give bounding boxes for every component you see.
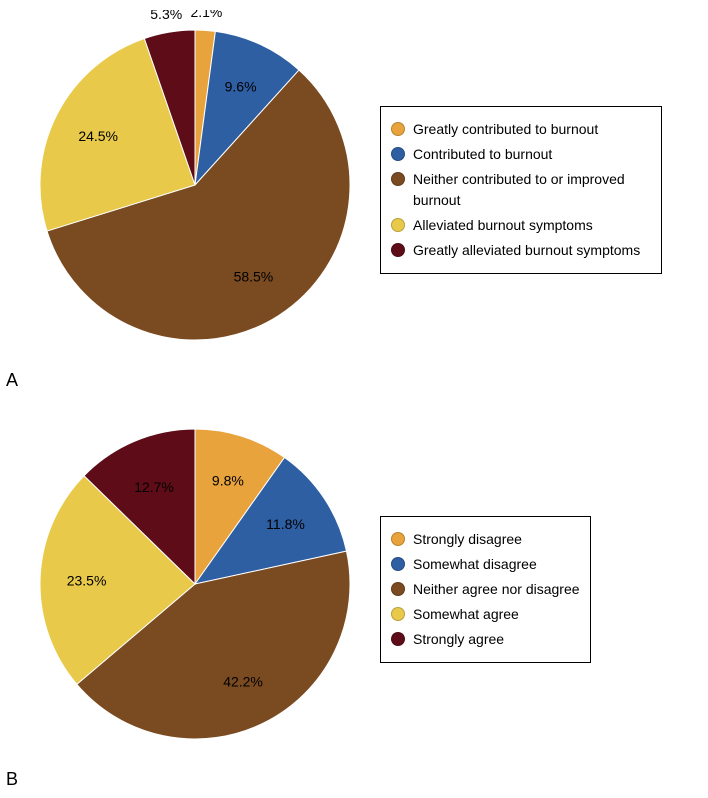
legend-swatch xyxy=(391,218,405,232)
slice-pct-label: 12.7% xyxy=(134,479,174,495)
legend-item: Greatly alleviated burnout symptoms xyxy=(391,240,651,261)
legend-label: Greatly contributed to burnout xyxy=(413,119,651,140)
legend-label: Neither agree nor disagree xyxy=(413,579,580,600)
legend-item: Somewhat disagree xyxy=(391,554,580,575)
legend-label: Somewhat agree xyxy=(413,604,580,625)
legend-swatch xyxy=(391,122,405,136)
legend-swatch xyxy=(391,243,405,257)
chart-a-row: 2.1% 9.6% 58.5% 24.5% 5.3% Greatly contribut… xyxy=(0,0,708,370)
chart-a-legend: Greatly contributed to burnout Contribute… xyxy=(380,106,662,274)
legend-swatch xyxy=(391,532,405,546)
legend-item: Somewhat agree xyxy=(391,604,580,625)
legend-item: Neither agree nor disagree xyxy=(391,579,580,600)
legend-item: Strongly agree xyxy=(391,629,580,650)
legend-item: Alleviated burnout symptoms xyxy=(391,215,651,236)
chart-b-row: 9.8% 11.8% 42.2% 23.5% 12.7% Strongly disagr… xyxy=(0,399,708,769)
slice-pct-label: 9.6% xyxy=(225,79,257,95)
legend-label: Alleviated burnout symptoms xyxy=(413,215,651,236)
legend-item: Contributed to burnout xyxy=(391,144,651,165)
chart-b-legend: Strongly disagree Somewhat disagree Neithe… xyxy=(380,516,591,663)
legend-label: Somewhat disagree xyxy=(413,554,580,575)
slice-pct-label: 23.5% xyxy=(67,572,107,588)
legend-item: Neither contributed to or improved burno… xyxy=(391,169,651,211)
chart-b-pie: 9.8% 11.8% 42.2% 23.5% 12.7% xyxy=(0,409,380,769)
legend-swatch xyxy=(391,632,405,646)
legend-label: Neither contributed to or improved burno… xyxy=(413,169,651,211)
legend-swatch xyxy=(391,147,405,161)
legend-label: Strongly disagree xyxy=(413,529,580,550)
slice-pct-label: 58.5% xyxy=(234,268,274,284)
legend-item: Strongly disagree xyxy=(391,529,580,550)
legend-swatch xyxy=(391,582,405,596)
slice-pct-label: 9.8% xyxy=(212,473,244,489)
legend-swatch xyxy=(391,172,405,186)
legend-swatch xyxy=(391,557,405,571)
legend-swatch xyxy=(391,607,405,621)
chart-a-pie: 2.1% 9.6% 58.5% 24.5% 5.3% xyxy=(0,10,380,370)
slice-pct-label: 42.2% xyxy=(223,673,263,689)
panel-label-a: A xyxy=(0,370,708,399)
legend-label: Greatly alleviated burnout symptoms xyxy=(413,240,651,261)
legend-label: Strongly agree xyxy=(413,629,580,650)
slice-pct-label: 11.8% xyxy=(266,516,305,532)
chart-b-pie-wrap: 9.8% 11.8% 42.2% 23.5% 12.7% xyxy=(0,409,380,769)
slice-pct-label: 24.5% xyxy=(78,128,118,144)
legend-label: Contributed to burnout xyxy=(413,144,651,165)
legend-item: Greatly contributed to burnout xyxy=(391,119,651,140)
chart-a-pie-wrap: 2.1% 9.6% 58.5% 24.5% 5.3% xyxy=(0,10,380,370)
slice-pct-label: 5.3% xyxy=(150,10,182,22)
figure-container: 2.1% 9.6% 58.5% 24.5% 5.3% Greatly contribut… xyxy=(0,0,708,798)
slice-pct-label: 2.1% xyxy=(190,10,222,20)
